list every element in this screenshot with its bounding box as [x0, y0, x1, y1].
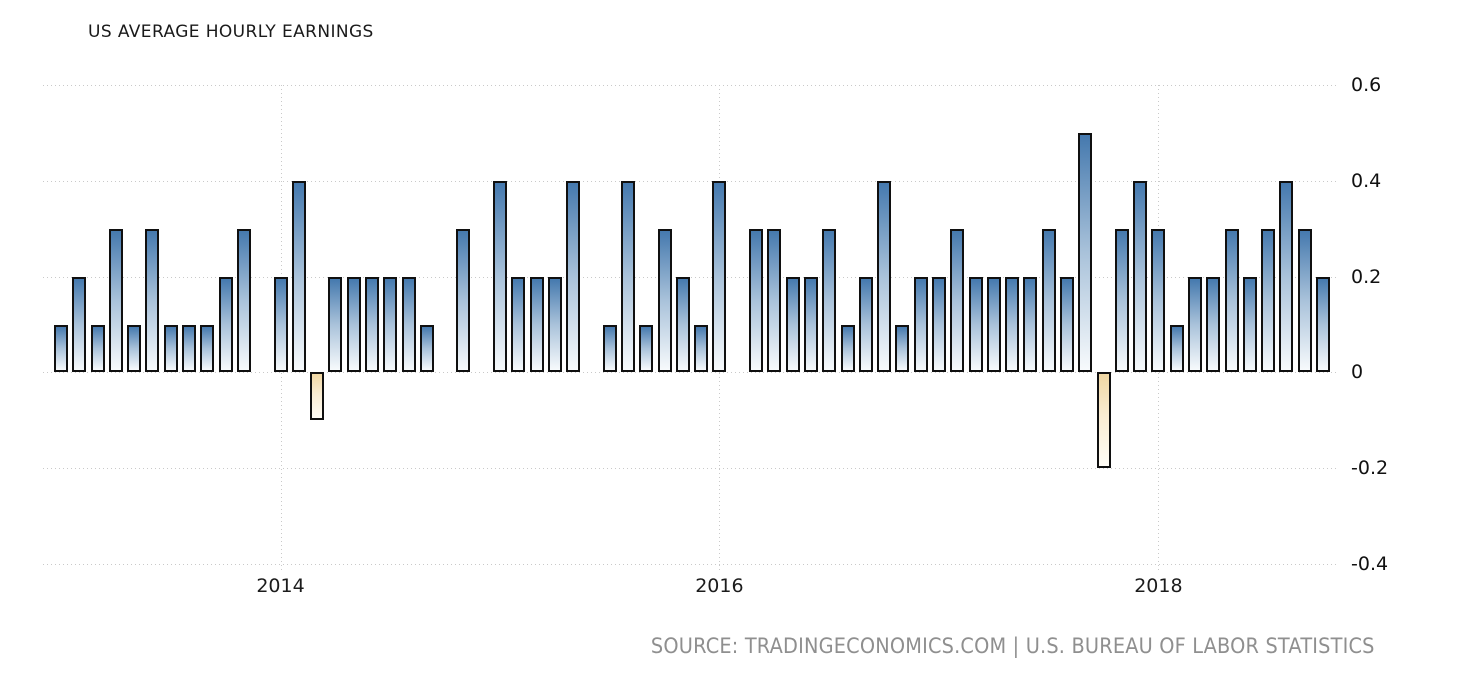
bar-jun-2013[interactable]: [145, 228, 160, 373]
bar-mar-2014[interactable]: [310, 372, 325, 421]
y-gridline: [43, 85, 1337, 86]
bar-jul-2017[interactable]: [1041, 228, 1056, 373]
bar-may-2015[interactable]: [566, 180, 581, 373]
bar-aug-2018[interactable]: [1279, 180, 1294, 373]
bar-dec-2016[interactable]: [913, 276, 928, 373]
bar-sep-2015[interactable]: [639, 324, 654, 373]
bar-feb-2013[interactable]: [72, 276, 87, 373]
bar-mar-2015[interactable]: [529, 276, 544, 373]
bar-may-2018[interactable]: [1224, 228, 1239, 373]
bar-aug-2017[interactable]: [1059, 276, 1074, 373]
x-axis-tick-label: 2014: [256, 575, 305, 597]
bar-jun-2014[interactable]: [364, 276, 379, 373]
bar-aug-2013[interactable]: [182, 324, 196, 373]
bar-mar-2013[interactable]: [90, 324, 105, 373]
bar-jan-2017[interactable]: [931, 276, 946, 373]
bar-sep-2018[interactable]: [1297, 228, 1312, 373]
bar-apr-2017[interactable]: [986, 276, 1001, 373]
y-axis-tick-label: 0.2: [1351, 265, 1382, 288]
bar-oct-2015[interactable]: [657, 228, 672, 373]
bar-apr-2016[interactable]: [767, 228, 782, 373]
bar-sep-2017[interactable]: [1078, 132, 1093, 373]
bar-jan-2018[interactable]: [1151, 228, 1166, 373]
bar-feb-2017[interactable]: [950, 228, 965, 373]
bar-jun-2018[interactable]: [1242, 276, 1257, 373]
x-axis-tick-label: 2016: [695, 575, 744, 597]
y-gridline: [43, 468, 1337, 470]
bar-nov-2015[interactable]: [675, 276, 690, 373]
bar-feb-2015[interactable]: [511, 276, 526, 373]
y-gridline: [43, 372, 1337, 374]
bar-feb-2014[interactable]: [291, 180, 306, 373]
x-axis-tick-label: 2018: [1134, 575, 1183, 597]
bar-nov-2016[interactable]: [895, 324, 910, 373]
bar-aug-2014[interactable]: [401, 276, 416, 373]
bar-jan-2014[interactable]: [273, 276, 288, 373]
bar-apr-2015[interactable]: [547, 276, 562, 373]
bar-dec-2015[interactable]: [694, 324, 709, 373]
bar-aug-2015[interactable]: [621, 180, 635, 373]
bar-feb-2018[interactable]: [1169, 324, 1184, 373]
y-axis-tick-label: -0.2: [1351, 457, 1389, 480]
bar-sep-2016[interactable]: [858, 276, 873, 373]
bar-nov-2014[interactable]: [456, 228, 471, 373]
bar-apr-2013[interactable]: [108, 228, 123, 373]
bar-oct-2016[interactable]: [877, 180, 891, 373]
bar-aug-2016[interactable]: [840, 324, 855, 373]
bar-may-2013[interactable]: [127, 324, 142, 373]
bar-sep-2014[interactable]: [419, 324, 434, 373]
plot-area[interactable]: [43, 85, 1337, 571]
bar-sep-2013[interactable]: [200, 324, 215, 373]
bar-jul-2018[interactable]: [1261, 228, 1276, 373]
bar-nov-2013[interactable]: [236, 228, 251, 373]
bar-jul-2016[interactable]: [822, 228, 837, 373]
bar-oct-2017[interactable]: [1096, 372, 1111, 469]
y-axis-tick-label: 0.4: [1351, 169, 1382, 192]
y-axis-tick-label: -0.4: [1351, 553, 1389, 575]
bar-oct-2013[interactable]: [218, 276, 233, 373]
bar-jan-2016[interactable]: [712, 180, 727, 373]
chart-title: US AVERAGE HOURLY EARNINGS: [88, 22, 374, 42]
y-gridline: [43, 564, 1337, 565]
bar-mar-2018[interactable]: [1188, 276, 1202, 373]
y-gridline: [43, 180, 1337, 182]
bar-mar-2017[interactable]: [968, 276, 983, 373]
bar-may-2017[interactable]: [1005, 276, 1020, 373]
bar-jan-2013[interactable]: [54, 324, 68, 373]
bar-jul-2015[interactable]: [602, 324, 617, 373]
y-axis-tick-label: 0.6: [1351, 74, 1382, 96]
bar-jun-2017[interactable]: [1023, 276, 1038, 373]
bar-dec-2017[interactable]: [1133, 180, 1148, 373]
bar-oct-2018[interactable]: [1316, 276, 1330, 373]
bar-mar-2016[interactable]: [749, 228, 763, 373]
bar-jan-2015[interactable]: [493, 180, 507, 373]
bar-jul-2014[interactable]: [383, 276, 398, 373]
bar-apr-2014[interactable]: [328, 276, 343, 373]
bar-jun-2016[interactable]: [803, 276, 818, 373]
bar-may-2016[interactable]: [785, 276, 800, 373]
source-attribution: SOURCE: TRADINGECONOMICS.COM | U.S. BURE…: [651, 634, 1375, 658]
bar-nov-2017[interactable]: [1114, 228, 1129, 373]
bar-jul-2013[interactable]: [163, 324, 178, 373]
bar-may-2014[interactable]: [346, 276, 361, 373]
y-gridline: [43, 276, 1337, 278]
bar-apr-2018[interactable]: [1206, 276, 1221, 373]
y-axis-tick-label: 0: [1351, 361, 1364, 384]
